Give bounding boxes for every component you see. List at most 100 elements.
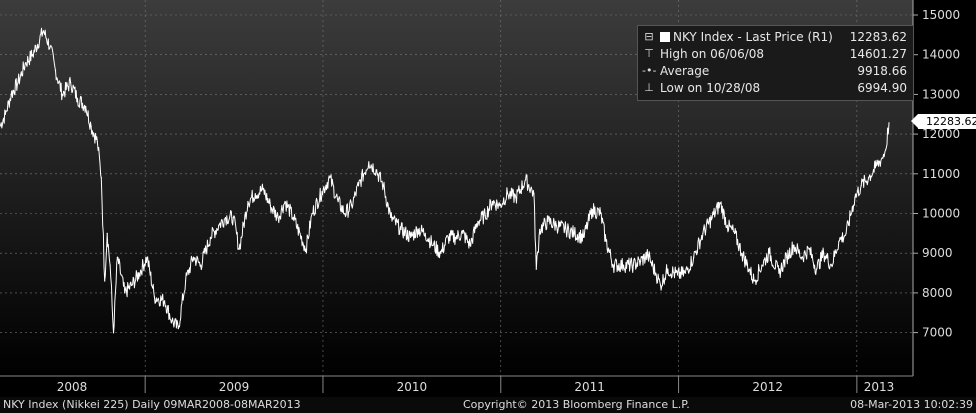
- data-point: [778, 272, 780, 274]
- data-point: [131, 284, 133, 286]
- data-point: [533, 193, 535, 195]
- data-point: [808, 248, 810, 250]
- collapse-icon[interactable]: ⊟: [644, 30, 654, 43]
- y-tick-label: 8000: [922, 286, 953, 300]
- data-point: [547, 220, 549, 222]
- data-point: [447, 236, 449, 238]
- series-nky: [0, 27, 890, 334]
- data-point: [382, 185, 384, 187]
- data-point: [565, 228, 567, 230]
- data-point: [146, 256, 148, 258]
- data-point: [224, 216, 227, 219]
- data-point: [693, 256, 695, 258]
- data-point: [838, 240, 840, 242]
- data-point: [600, 212, 602, 215]
- x-tick-label: 2013: [864, 380, 895, 394]
- data-point: [860, 185, 862, 187]
- data-point: [507, 193, 509, 195]
- data-point: [768, 252, 770, 254]
- data-point: [292, 216, 294, 219]
- y-tick-label: 11000: [922, 167, 960, 181]
- data-point: [477, 220, 479, 222]
- y-tick-label: 10000: [922, 207, 960, 221]
- data-point: [854, 197, 856, 199]
- data-point: [116, 256, 118, 258]
- data-point: [535, 268, 537, 270]
- data-point: [591, 208, 593, 211]
- data-point: [368, 161, 370, 163]
- data-point: [605, 240, 607, 242]
- data-point: [10, 93, 12, 95]
- data-point: [640, 260, 642, 262]
- data-point: [337, 201, 339, 203]
- data-point: [177, 328, 179, 330]
- data-point: [321, 191, 323, 193]
- average-marker-icon: -•-: [642, 64, 657, 77]
- legend-high-value: 14601.27: [849, 47, 907, 61]
- y-axis: 15000 14000 13000 12000 11000 10000 9000 8000 70…: [912, 0, 960, 376]
- last-price-tag: 12283.62: [911, 114, 976, 129]
- data-point: [390, 216, 392, 219]
- data-point: [269, 205, 271, 207]
- data-point: [684, 272, 687, 274]
- data-point: [232, 216, 234, 219]
- data-point: [49, 46, 51, 48]
- data-point: [262, 189, 264, 191]
- data-point: [845, 232, 847, 234]
- data-point: [417, 228, 419, 230]
- data-point: [218, 224, 220, 226]
- data-point: [573, 232, 575, 234]
- data-point: [539, 228, 541, 230]
- data-point: [734, 232, 736, 234]
- high-marker-icon: ⊤: [644, 47, 654, 60]
- data-point: [823, 252, 825, 254]
- legend-title: NKY Index - Last Price (R1): [673, 30, 833, 44]
- data-point: [70, 81, 72, 84]
- data-point: [432, 244, 434, 246]
- data-point: [454, 236, 457, 238]
- data-point: [499, 205, 501, 207]
- legend: ⊟ NKY Index - Last Price (R1) 12283.62 ⊤…: [637, 25, 914, 101]
- data-point: [484, 214, 486, 217]
- y-tick-label: 13000: [922, 87, 960, 101]
- data-point: [344, 212, 346, 215]
- x-tick-label: 2009: [219, 380, 250, 394]
- footer-copyright: Copyright© 2013 Bloomberg Finance L.P.: [463, 398, 690, 411]
- data-point: [90, 125, 92, 127]
- data-point: [400, 228, 402, 230]
- footer: NKY Index (Nikkei 225) Daily 09MAR2008-0…: [0, 397, 976, 413]
- series-line: [0, 27, 890, 334]
- data-point: [329, 177, 331, 179]
- data-point: [106, 232, 108, 234]
- data-point: [702, 232, 704, 234]
- data-point: [76, 97, 79, 99]
- data-point: [677, 274, 679, 276]
- data-point: [17, 81, 19, 84]
- data-point: [200, 264, 202, 266]
- data-point: [277, 216, 279, 219]
- data-point: [793, 244, 795, 246]
- data-point: [61, 93, 64, 95]
- data-point: [124, 292, 126, 294]
- x-tick-label: 2008: [57, 380, 88, 394]
- data-point: [622, 264, 625, 266]
- data-point: [138, 272, 140, 274]
- data-point: [351, 205, 353, 207]
- data-point: [555, 224, 557, 226]
- data-point: [748, 268, 750, 270]
- data-point: [719, 203, 722, 205]
- data-point: [867, 177, 870, 179]
- data-point: [375, 169, 377, 171]
- data-point: [761, 264, 763, 266]
- legend-average-label: Average: [660, 64, 710, 78]
- data-point: [711, 216, 713, 219]
- data-point: [54, 70, 57, 72]
- data-point: [42, 30, 45, 32]
- data-point: [164, 300, 166, 302]
- data-point: [109, 264, 111, 266]
- data-point: [171, 320, 173, 322]
- data-point: [667, 268, 669, 270]
- data-point: [753, 280, 755, 282]
- data-point: [515, 197, 517, 199]
- footer-timestamp: 08-Mar-2013 10:02:39: [850, 398, 973, 411]
